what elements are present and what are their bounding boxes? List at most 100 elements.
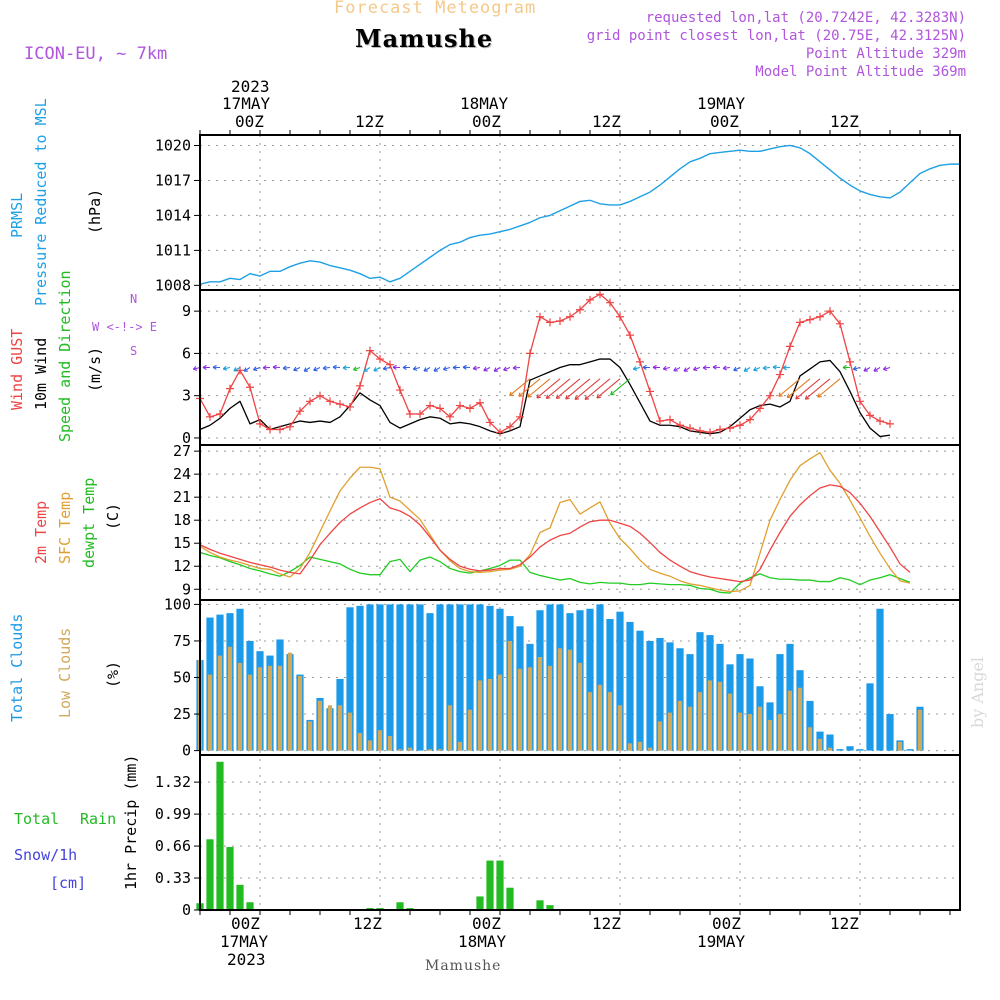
wind-direction-arrow	[493, 367, 501, 372]
wind-direction-arrow	[233, 367, 241, 372]
wind-direction-arrow	[842, 364, 851, 371]
rain-bar	[246, 902, 254, 910]
wind-direction-arrow	[433, 367, 441, 372]
wind-direction-arrow	[642, 364, 651, 370]
wind-direction-arrow	[743, 367, 751, 372]
temperature-ytick-label: 15	[173, 534, 191, 552]
bottom-tick-1: 12Z	[353, 914, 382, 933]
total-cloud-bar	[776, 654, 784, 751]
wind-direction-arrow	[863, 367, 871, 372]
total-cloud-bar	[456, 604, 464, 751]
wind-gust-point	[636, 357, 644, 366]
total-cloud-bar	[636, 630, 644, 751]
wind-gust-point	[716, 425, 724, 434]
total-cloud-bar	[366, 604, 374, 751]
bottom-date-19may: 19MAY	[697, 932, 746, 951]
low-cloud-bar	[657, 721, 663, 751]
low-cloud-bar	[637, 741, 643, 751]
rain-bar	[506, 887, 514, 910]
wind-gust-point	[656, 417, 664, 426]
wind-gust-point	[856, 397, 864, 406]
low-cloud-bar	[587, 692, 593, 751]
wind-gust-point	[446, 412, 454, 421]
precip-snow-label: Snow/1h	[14, 846, 78, 864]
low-cloud-bar	[487, 678, 493, 751]
low-cloud-bar	[897, 741, 903, 751]
low-cloud-bar	[317, 700, 323, 751]
wind-gust-point	[336, 400, 344, 409]
wind-direction-arrow	[584, 378, 611, 400]
low-cloud-bar	[437, 749, 443, 751]
wind-gust-point	[876, 417, 884, 426]
wind-direction-arrow	[632, 365, 641, 371]
low-cloud-bar	[717, 681, 723, 751]
temperature-ytick-label: 27	[173, 442, 191, 460]
low-cloud-bar	[297, 676, 303, 751]
rain-bar	[396, 902, 404, 910]
wind-gust-point	[296, 407, 304, 416]
wind-ytick-label: 0	[182, 429, 191, 447]
wind-direction-arrow	[483, 366, 491, 372]
low-cloud-bar	[667, 712, 673, 751]
low-cloud-bar	[547, 665, 553, 751]
low-cloud-bar	[367, 740, 373, 751]
total-cloud-bar	[436, 604, 444, 751]
wind-gust-point	[316, 391, 324, 400]
low-cloud-bar	[507, 640, 513, 751]
wind-direction-arrow	[817, 378, 841, 398]
total-cloud-bar	[846, 746, 854, 751]
low-cloud-bar	[427, 749, 433, 751]
wind-gust-point	[586, 295, 594, 304]
wind-direction-arrow	[352, 366, 361, 372]
wind-direction-arrow	[252, 366, 261, 372]
wind-direction-arrow	[503, 366, 511, 372]
pressure-series-line	[199, 144, 960, 285]
wind-gust-point	[456, 401, 464, 410]
wind-gust-point	[466, 404, 474, 413]
total-cloud-bar	[406, 604, 414, 751]
total-cloud-bar	[826, 734, 834, 751]
low-cloud-bar	[917, 709, 923, 751]
wind-direction-arrow	[332, 364, 341, 370]
wind-direction-arrow	[753, 366, 761, 372]
wind-gust-point	[816, 312, 824, 321]
precip-ytick-label: 0.99	[155, 805, 191, 823]
wind-gust-point	[786, 342, 794, 351]
wind-direction-arrow	[262, 365, 271, 371]
precip-ytick-label: 0.66	[155, 837, 191, 855]
wind-gust-point	[646, 387, 654, 396]
low-cloud-bar	[257, 667, 263, 751]
total-cloud-bar	[486, 605, 494, 751]
wind-direction-arrow	[782, 365, 791, 371]
temp-2m-series-line	[199, 484, 911, 583]
wind-ytick-label: 6	[182, 344, 191, 362]
total-cloud-bar	[466, 604, 474, 751]
wind-gust-point	[356, 381, 364, 390]
wind-direction-arrow	[555, 378, 581, 399]
wind-gust-point	[686, 424, 694, 433]
temperature-ytick-label: 18	[173, 511, 191, 529]
total-cloud-bar	[876, 608, 884, 751]
precip-panel-frame	[199, 754, 961, 911]
low-cloud-bar	[767, 719, 773, 751]
clouds-ytick-label: 75	[173, 632, 191, 650]
low-cloud-bar	[727, 693, 733, 751]
wind-speed-line	[199, 358, 891, 438]
wind-direction-arrow	[282, 365, 291, 371]
wind-direction-arrow	[222, 365, 231, 371]
total-cloud-bar	[836, 749, 844, 751]
wind-gust-point	[606, 298, 614, 307]
location-title: Mamushe	[355, 24, 494, 53]
low-cloud-bar	[537, 657, 543, 751]
top-tick-5: 12Z	[830, 112, 859, 131]
wind-direction-arrow	[712, 364, 721, 370]
wind-gust-point	[846, 357, 854, 366]
temperature-ytick-label: 21	[173, 488, 191, 506]
frames-layer	[199, 134, 961, 911]
wind-gust-point	[826, 307, 834, 316]
low-cloud-bar	[217, 655, 223, 751]
total-cloud-bar	[646, 640, 654, 751]
pressure-ytick-label: 1011	[155, 241, 191, 259]
wind-gust-point	[426, 401, 434, 410]
wind-direction-arrow	[683, 367, 691, 372]
